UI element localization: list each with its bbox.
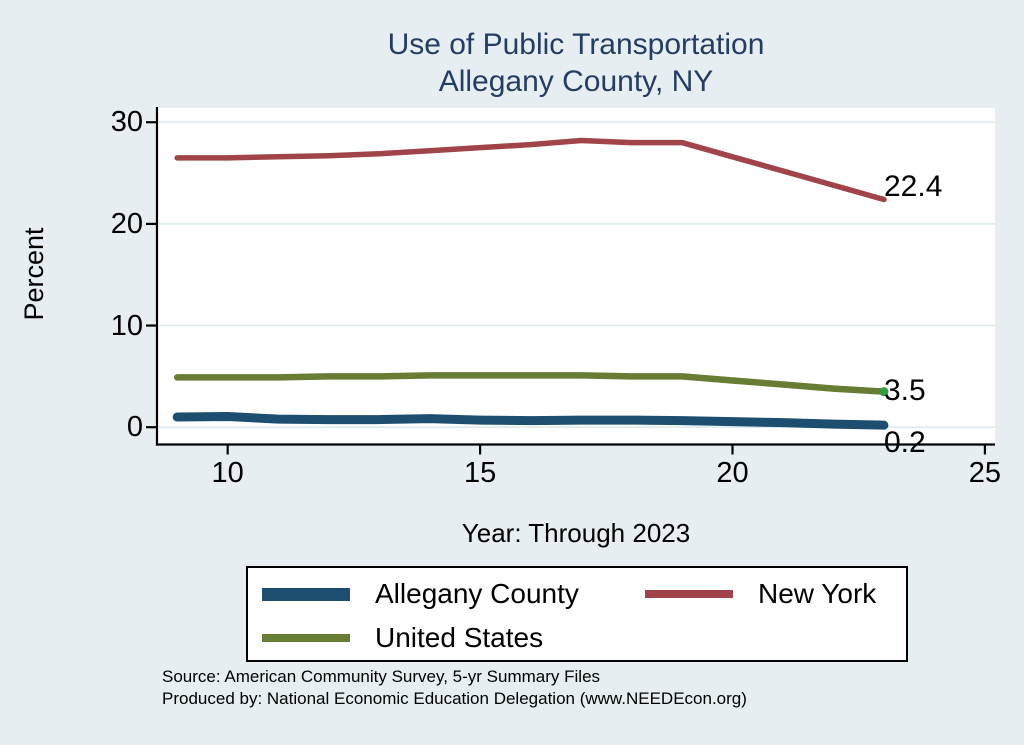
- x-tick-label: 25: [968, 457, 1002, 489]
- legend-label-united-states: United States: [375, 622, 544, 653]
- legend-label-new-york: New York: [758, 578, 877, 609]
- legend-item-allegany-county: Allegany County: [262, 576, 579, 612]
- y-axis-label: Percent: [19, 227, 49, 321]
- x-tick-label: 10: [211, 457, 244, 489]
- y-tick-label: 10: [110, 309, 143, 342]
- x-tick-label: 20: [716, 457, 749, 489]
- chart-title: Use of Public Transportation Allegany Co…: [157, 26, 995, 100]
- legend-swatch-united-states: [262, 634, 350, 642]
- legend-label-allegany-county: Allegany County: [375, 578, 579, 609]
- legend-item-new-york: New York: [645, 576, 876, 612]
- plot-area: [157, 108, 995, 444]
- end-label-united-states: 3.5: [884, 374, 926, 407]
- legend-swatch-new-york: [645, 590, 733, 598]
- end-label-new-york: 22.4: [884, 170, 943, 203]
- footer-notes: Source: American Community Survey, 5-yr …: [162, 666, 747, 710]
- legend-swatch-allegany-county: [262, 587, 350, 601]
- legend-item-united-states: United States: [262, 620, 543, 656]
- y-tick-label: 0: [126, 411, 143, 444]
- x-tick-label: 15: [463, 457, 497, 489]
- y-tick-label: 20: [110, 207, 143, 240]
- x-axis-label: Year: Through 2023: [461, 518, 691, 548]
- legend: Allegany County New York United States: [246, 566, 908, 662]
- end-label-allegany-county: 0.2: [884, 426, 926, 459]
- produced-by-note: Produced by: National Economic Education…: [162, 689, 747, 708]
- chart-title-line2: Allegany County, NY: [438, 65, 714, 98]
- y-tick-label: 30: [110, 106, 143, 139]
- source-note: Source: American Community Survey, 5-yr …: [162, 667, 601, 686]
- chart-title-line1: Use of Public Transportation: [387, 28, 765, 61]
